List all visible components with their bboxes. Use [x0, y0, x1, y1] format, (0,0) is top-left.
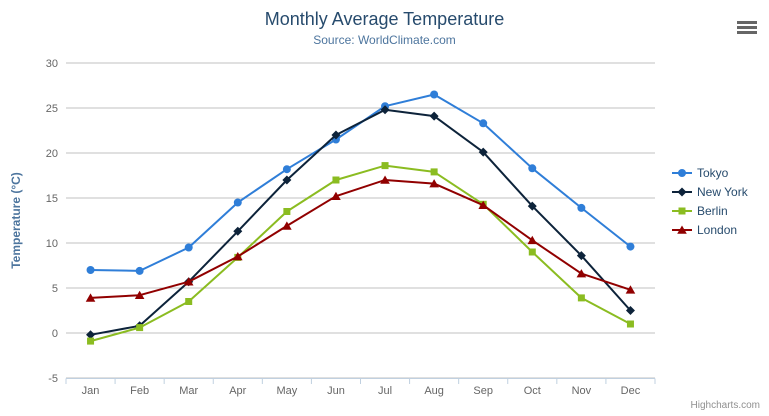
x-axis-label: Aug — [424, 385, 444, 397]
hamburger-icon — [737, 25, 757, 29]
data-point-new-york[interactable] — [527, 201, 537, 211]
x-axis-label: Apr — [229, 385, 246, 397]
data-point-berlin[interactable] — [528, 248, 536, 256]
data-point-berlin[interactable] — [136, 324, 144, 332]
data-point-london[interactable] — [576, 269, 587, 278]
y-axis-label: 5 — [52, 283, 58, 295]
data-point-london[interactable] — [85, 293, 96, 302]
data-point-tokyo[interactable] — [86, 266, 95, 274]
x-axis-label: Jun — [327, 385, 345, 397]
series-tokyo — [86, 90, 635, 275]
data-point-new-york[interactable] — [625, 306, 635, 315]
data-point-london[interactable] — [478, 200, 489, 209]
y-axis-label: -5 — [48, 373, 58, 385]
data-point-tokyo[interactable] — [233, 198, 242, 207]
legend-marker-tokyo — [672, 169, 692, 177]
series-line-berlin[interactable] — [90, 164, 631, 343]
data-point-berlin[interactable] — [430, 168, 438, 176]
data-point-berlin[interactable] — [87, 337, 95, 345]
x-axis-label: Nov — [572, 385, 592, 397]
x-axis-label: Oct — [524, 385, 541, 397]
data-point-berlin[interactable] — [185, 298, 193, 305]
data-point-tokyo[interactable] — [528, 164, 537, 173]
legend-item-london[interactable]: London — [672, 223, 748, 237]
series-line-tokyo[interactable] — [90, 93, 632, 272]
data-point-london[interactable] — [625, 285, 636, 294]
data-point-berlin[interactable] — [381, 162, 389, 170]
data-point-london[interactable] — [282, 221, 292, 230]
legend: Tokyo New York Berlin London — [672, 166, 748, 237]
data-point-new-york[interactable] — [331, 130, 341, 140]
data-point-london[interactable] — [527, 235, 538, 245]
x-axis-label: Jul — [378, 385, 392, 397]
hamburger-icon — [737, 20, 757, 24]
data-point-berlin[interactable] — [626, 320, 634, 328]
legend-marker-berlin — [672, 207, 692, 215]
data-point-berlin[interactable] — [283, 208, 291, 215]
series-line-london[interactable] — [90, 179, 631, 299]
x-axis-label: Feb — [130, 385, 149, 397]
data-point-london[interactable] — [380, 175, 390, 184]
chart-subtitle: Source: WorldClimate.com — [313, 33, 456, 47]
data-point-london[interactable] — [331, 191, 341, 200]
data-point-tokyo[interactable] — [430, 90, 439, 99]
data-point-berlin[interactable] — [577, 294, 585, 302]
legend-label-new-york: New York — [697, 185, 748, 199]
y-axis-title: Temperature (°C) — [9, 172, 23, 269]
legend-label-berlin: Berlin — [697, 204, 728, 218]
data-point-london[interactable] — [232, 252, 243, 261]
data-point-tokyo[interactable] — [577, 203, 586, 212]
legend-item-tokyo[interactable]: Tokyo — [672, 166, 748, 180]
data-point-london[interactable] — [183, 277, 194, 286]
x-axis-label: Mar — [179, 385, 198, 397]
legend-item-new-york[interactable]: New York — [672, 185, 748, 199]
x-axis-label: Sep — [473, 385, 493, 397]
y-axis-label: 0 — [52, 328, 58, 340]
data-point-tokyo[interactable] — [135, 266, 144, 275]
data-point-tokyo[interactable] — [282, 165, 291, 174]
x-axis-label: Dec — [621, 385, 641, 397]
data-point-new-york[interactable] — [429, 111, 439, 121]
data-point-new-york[interactable] — [478, 147, 488, 157]
data-point-new-york[interactable] — [380, 105, 390, 115]
series-new-york — [86, 105, 635, 340]
data-point-new-york[interactable] — [86, 330, 96, 340]
legend-label-london: London — [697, 223, 738, 237]
hamburger-icon — [737, 30, 757, 34]
data-point-tokyo[interactable] — [626, 242, 635, 251]
data-point-london[interactable] — [429, 179, 439, 188]
chart-title: Monthly Average Temperature — [264, 9, 505, 29]
y-axis-label: 30 — [46, 58, 58, 70]
legend-marker-london — [672, 225, 692, 234]
y-axis-label: 25 — [46, 103, 58, 115]
y-axis-label: 10 — [46, 238, 58, 250]
data-point-berlin[interactable] — [332, 176, 340, 184]
y-axis-label: 15 — [46, 193, 58, 205]
data-point-new-york[interactable] — [282, 175, 292, 185]
data-point-new-york[interactable] — [576, 251, 586, 261]
legend-marker-new-york — [672, 187, 692, 197]
x-axis-label: Jan — [82, 385, 100, 397]
series-line-new-york[interactable] — [90, 108, 632, 336]
legend-item-berlin[interactable]: Berlin — [672, 204, 748, 218]
data-point-tokyo[interactable] — [479, 119, 488, 128]
y-axis-label: 20 — [46, 148, 58, 160]
data-point-london[interactable] — [134, 290, 145, 299]
credits-link[interactable]: Highcharts.com — [690, 400, 760, 411]
data-point-new-york[interactable] — [233, 226, 243, 236]
context-menu-button[interactable] — [735, 16, 759, 38]
legend-label-tokyo: Tokyo — [697, 166, 729, 180]
series-london — [85, 175, 636, 302]
data-point-tokyo[interactable] — [184, 243, 193, 252]
x-axis-label: May — [276, 385, 297, 397]
